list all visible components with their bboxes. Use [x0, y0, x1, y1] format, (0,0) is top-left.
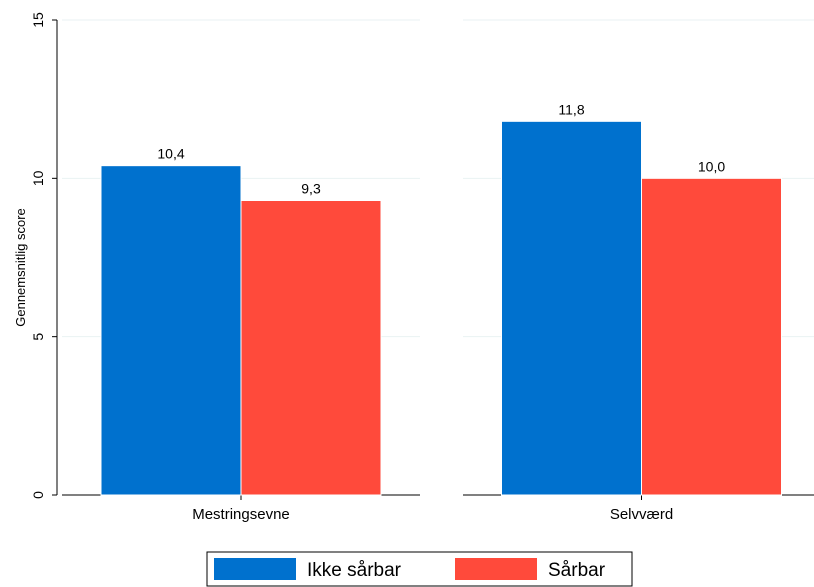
value-labels: 10,4 9,3 11,8 10,0 [157, 101, 725, 196]
legend-label-ikke-sarbar: Ikke sårbar [307, 560, 402, 581]
category-labels: Mestringsevne Selvværd [192, 506, 673, 523]
bar [240, 200, 382, 496]
y-tick-label: 15 [30, 12, 46, 28]
value-label: 10,0 [698, 158, 725, 174]
value-label: 9,3 [301, 181, 321, 197]
bar [641, 177, 782, 496]
category-label: Selvværd [610, 506, 673, 523]
y-axis: Gennemsnitlig score [13, 20, 58, 495]
y-tick-label: 5 [30, 333, 46, 341]
y-tick-label: 10 [30, 170, 46, 186]
legend-swatch-ikke-sarbar [214, 558, 296, 580]
bar [100, 165, 242, 496]
baselines [62, 494, 814, 500]
category-label: Mestringsevne [192, 506, 290, 523]
legend-box [206, 551, 633, 587]
legend-swatch-sarbar [455, 558, 537, 580]
legend-label-sarbar: Sårbar [548, 560, 606, 581]
value-label: 10,4 [157, 146, 184, 162]
y-axis-title: Gennemsnitlig score [13, 208, 28, 327]
legend: Ikke sårbar Sårbar [206, 551, 633, 587]
bar [501, 120, 642, 496]
value-label: 11,8 [558, 101, 584, 117]
y-tick-label: 0 [30, 491, 46, 499]
bars [100, 120, 782, 496]
y-ticks: 0 5 10 15 [30, 12, 57, 499]
